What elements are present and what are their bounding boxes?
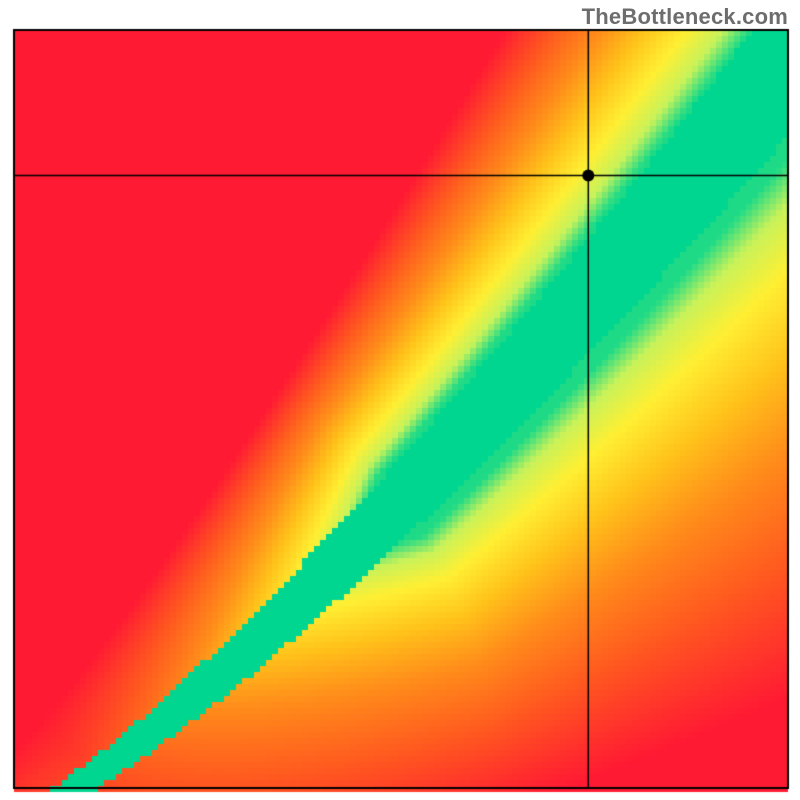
attribution-label: TheBottleneck.com [582, 4, 788, 30]
bottleneck-heatmap-canvas [0, 0, 800, 800]
chart-container: TheBottleneck.com [0, 0, 800, 800]
